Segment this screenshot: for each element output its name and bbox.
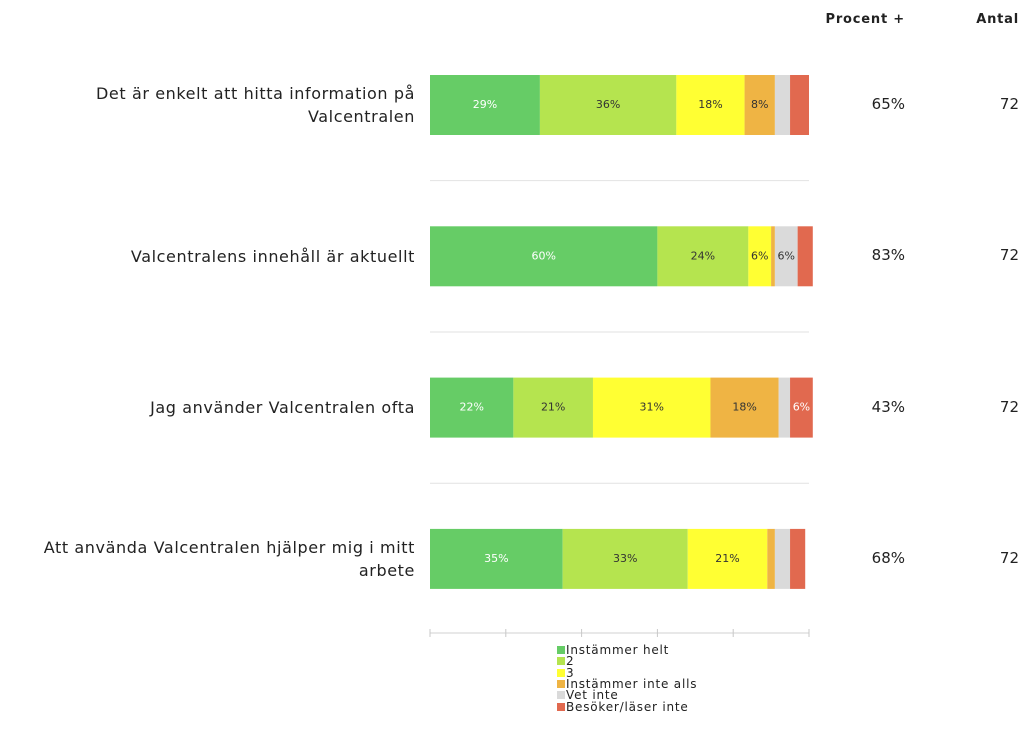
category-label: Jag använder Valcentralen ofta — [150, 398, 415, 418]
column-value: 72 — [999, 95, 1019, 113]
bar-segment — [687, 528, 768, 589]
legend-item: Instämmer helt — [557, 643, 670, 657]
legend-item: Instämmer inte alls — [557, 676, 698, 691]
data-label: 18% — [732, 401, 756, 414]
legend-label: Instämmer inte alls — [566, 676, 698, 691]
bar-segment — [592, 377, 711, 438]
legend-label: 3 — [566, 665, 575, 680]
legend-swatch — [557, 702, 565, 711]
bar-segment — [676, 75, 745, 135]
legend-label: Instämmer helt — [566, 643, 670, 657]
bar-segment — [430, 75, 540, 135]
column-value: 43% — [871, 397, 905, 416]
data-label: 6% — [751, 249, 768, 262]
bar-segment — [744, 75, 775, 135]
bar-segment — [790, 75, 809, 135]
bar-segment — [790, 528, 806, 589]
category-label: Valcentralens innehåll är aktuellt — [130, 246, 415, 266]
data-label: 33% — [613, 552, 637, 565]
category-label: Det är enkelt att hitta information på V… — [96, 84, 415, 126]
bar-segment — [790, 377, 813, 438]
legend-label: Besöker/läser inte — [566, 699, 689, 714]
category-label: Att använda Valcentralen hjälper mig i m… — [43, 537, 415, 580]
data-label: 6% — [793, 401, 810, 414]
data-label: 31% — [639, 401, 663, 414]
legend-item: Besöker/läser inte — [557, 699, 689, 714]
bar-segment — [771, 226, 775, 287]
bar-segment — [797, 226, 813, 287]
bar-segment — [748, 226, 772, 287]
legend-swatch — [557, 657, 565, 666]
data-label: 60% — [531, 249, 555, 262]
legend-label: Vet inte — [566, 688, 619, 703]
data-label: 21% — [541, 401, 565, 414]
column-header: Procent + — [825, 12, 905, 27]
data-label: 36% — [596, 98, 620, 111]
legend-swatch — [557, 668, 565, 677]
column-value: 72 — [999, 397, 1019, 416]
column-header: Antal — [976, 12, 1019, 27]
legend-swatch — [557, 691, 565, 700]
data-label: 21% — [715, 552, 739, 565]
bar-segment — [657, 226, 749, 287]
bar-segment — [774, 226, 798, 287]
data-label: 24% — [691, 249, 715, 262]
column-value: 68% — [871, 548, 905, 567]
column-value: 72 — [999, 246, 1019, 265]
bar-segment — [562, 528, 688, 589]
data-label: 8% — [751, 98, 768, 111]
legend-item: 2 — [557, 654, 575, 669]
column-value: 72 — [999, 548, 1019, 567]
legend-item: Vet inte — [557, 688, 619, 703]
bar-segment — [774, 528, 791, 589]
legend-label: 2 — [566, 654, 575, 669]
data-label: 6% — [778, 249, 795, 262]
bar-segment — [539, 75, 677, 135]
column-value: 65% — [871, 95, 905, 113]
bar-segment — [513, 377, 593, 438]
data-label: 22% — [459, 401, 483, 414]
bar-segment — [430, 377, 514, 438]
bar-segment — [778, 377, 791, 438]
column-value: 83% — [871, 246, 905, 265]
bar-segment — [774, 75, 791, 135]
data-label: 35% — [484, 552, 508, 565]
data-label: 18% — [698, 98, 722, 111]
data-label: 29% — [473, 98, 497, 111]
bar-segment — [710, 377, 779, 438]
legend-swatch — [557, 646, 565, 654]
bar-segment — [430, 528, 563, 589]
legend-item: 3 — [557, 665, 575, 680]
bar-segment — [430, 226, 658, 287]
bar-segment — [767, 528, 775, 589]
legend-swatch — [557, 679, 565, 688]
